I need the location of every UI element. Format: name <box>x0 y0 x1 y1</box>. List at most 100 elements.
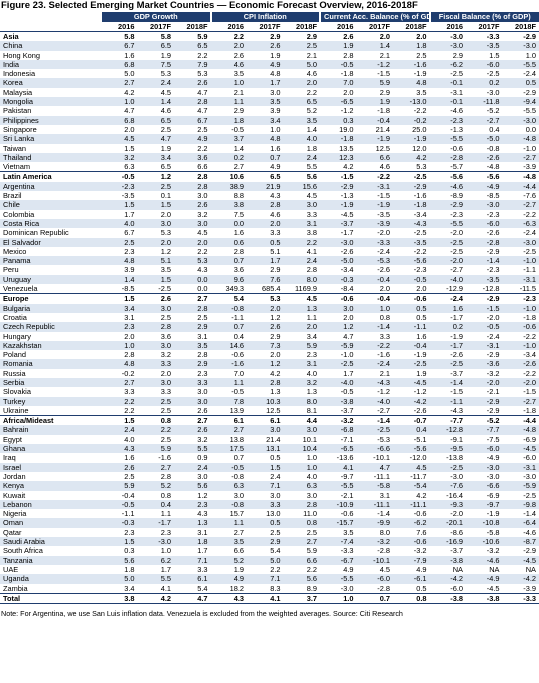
cell-value: 2.7 <box>210 425 247 435</box>
cell-value: -1.4 <box>356 415 393 426</box>
cell-value: 2.6 <box>233 50 244 60</box>
cell-value: 3.1 <box>379 490 390 500</box>
cell-value: 1.1 <box>306 312 317 322</box>
cell-value: 7.5 <box>137 59 174 70</box>
cell-value: -3.7 <box>450 546 463 556</box>
cell-value: 2.6 <box>247 322 284 332</box>
cell-value: 0.6 <box>210 237 247 247</box>
cell-value: 7.6 <box>247 274 284 285</box>
cell-value: 1.9 <box>270 50 281 60</box>
cell-value: 4.0 <box>124 434 135 444</box>
country-row: Thailand 3.2 3.4 3.6 0.2 0.7 2.4 12.3 6.6 4.2 -2.8… <box>0 152 539 163</box>
cell-value: 0.4 <box>489 124 500 134</box>
cell-value: -1.4 <box>466 256 503 266</box>
cell-value: 4.3 <box>197 509 208 519</box>
cell-value: 3.5 <box>343 527 354 537</box>
cell-value: -1.9 <box>486 509 500 519</box>
cell-value: -4.8 <box>486 162 500 172</box>
cell-value: 3.5 <box>210 537 247 547</box>
group-header: Current Acc. Balance (% of GDP) <box>319 12 430 22</box>
cell-value: 2.6 <box>101 462 138 472</box>
cell-value: 2.9 <box>174 359 211 369</box>
cell-value: -2.6 <box>450 350 463 360</box>
cell-value: 0.8 <box>379 312 390 322</box>
cell-value: 3.1 <box>197 331 208 341</box>
cell-value: 4.5 <box>197 228 208 238</box>
cell-value: 3.9 <box>270 106 281 116</box>
row-label: Latin America <box>0 171 101 182</box>
cell-value: 2.6 <box>197 405 208 415</box>
cell-value: 2.4 <box>174 462 211 472</box>
cell-value: -3.5 <box>121 191 135 201</box>
cell-value: 1.2 <box>160 246 171 256</box>
country-row: Kenya 5.9 5.2 5.6 6.3 7.1 6.3 -5.5 -5.8 -5.4 -7.6-… <box>0 481 539 491</box>
cell-value: -2.5 <box>393 359 430 369</box>
cell-value: 5.3 <box>160 69 171 79</box>
cell-value: 3.0 <box>137 340 174 351</box>
cell-value: 5.3 <box>160 228 171 238</box>
cell-value: -0.1 <box>429 97 466 107</box>
cell-value: -2.2 <box>523 331 536 341</box>
group-header: Fiscal Balance (% of GDP) <box>428 12 539 22</box>
cell-value: 4.7 <box>137 134 174 144</box>
cell-value: -1.0 <box>502 340 539 351</box>
cell-value: 2.0 <box>393 31 430 42</box>
cell-value: 349.3 <box>225 284 245 294</box>
cell-value: -9.9 <box>356 518 393 528</box>
cell-value: 2.7 <box>101 78 138 88</box>
cell-value: -6.0 <box>466 59 503 70</box>
cell-value: 2.0 <box>247 303 284 313</box>
cell-value: 2.0 <box>283 78 320 88</box>
cell-value: -2.6 <box>502 359 539 369</box>
cell-value: 2.5 <box>124 471 135 481</box>
cell-value: 10.1 <box>302 434 317 444</box>
row-label: Serbia <box>0 377 101 388</box>
cell-value: 0.5 <box>393 303 430 313</box>
cell-value: 2.7 <box>233 527 244 537</box>
cell-value: -0.7 <box>393 415 430 426</box>
cell-value: -2.9 <box>523 87 536 97</box>
cell-value: -3.0 <box>450 471 463 481</box>
cell-value: -2.5 <box>429 359 466 369</box>
cell-value: -1.4 <box>429 377 466 388</box>
cell-value: 4.2 <box>270 368 281 378</box>
row-label: Slovakia <box>3 387 31 397</box>
cell-value: -0.3 <box>101 518 138 528</box>
cell-value: 5.8 <box>137 31 174 42</box>
cell-value: -3.0 <box>429 31 466 42</box>
cell-value: -6.5 <box>320 444 357 454</box>
row-label: Kazakhstan <box>0 340 101 351</box>
cell-value: -0.6 <box>413 509 427 519</box>
cell-value: 12.0 <box>412 143 427 153</box>
cell-value: 5.0 <box>124 69 135 79</box>
cell-value: 5.9 <box>174 31 211 42</box>
cell-value: -2.3 <box>429 115 466 125</box>
country-row: Sri Lanka 4.5 4.7 4.9 3.7 4.8 4.0 -1.8 -1.9 -1.9-… <box>0 134 539 144</box>
country-row: India 6.8 7.5 7.9 4.6 4.9 5.0 -0.5 -1.2 -1.6 -6.2-… <box>0 59 539 70</box>
cell-value: -9.7 <box>340 471 354 481</box>
country-row: Dominican Republic 6.7 5.3 4.5 1.6 3.3 3.8 -1.7… <box>0 228 539 237</box>
cell-value: 3.0 <box>270 490 281 500</box>
cell-value: -2.7 <box>450 265 463 275</box>
cell-value: 0.5 <box>502 78 539 88</box>
header-blank <box>0 22 101 32</box>
cell-value: 2.0 <box>270 350 281 360</box>
cell-value: 7.0 <box>233 368 244 378</box>
cell-value: -2.8 <box>377 583 390 593</box>
cell-value: -3.0 <box>502 115 539 125</box>
row-label: Tanzania <box>0 555 101 565</box>
country-row: Ukraine 2.2 2.5 2.6 13.9 12.5 8.1 -3.7 -2.7 -2.6 -… <box>0 406 539 416</box>
cell-value: 21.4 <box>375 124 390 134</box>
cell-value: 12.5 <box>266 405 281 415</box>
cell-value: 2.5 <box>416 50 427 60</box>
cell-value: 8.1 <box>306 405 317 415</box>
cell-value: -1.8 <box>377 106 390 116</box>
cell-value: 4.6 <box>379 162 390 172</box>
region-row: Africa/Mideast 1.5 0.8 2.7 6.1 6.1 4.4 -3.2 -1.4… <box>0 415 539 426</box>
cell-value: 0.2 <box>210 152 247 163</box>
row-label: Turkey <box>0 396 101 406</box>
cell-value: -2.9 <box>429 200 466 210</box>
cell-value: 4.2 <box>343 162 354 172</box>
cell-value: 3.3 <box>306 209 317 219</box>
cell-value: 1.0 <box>210 78 247 88</box>
